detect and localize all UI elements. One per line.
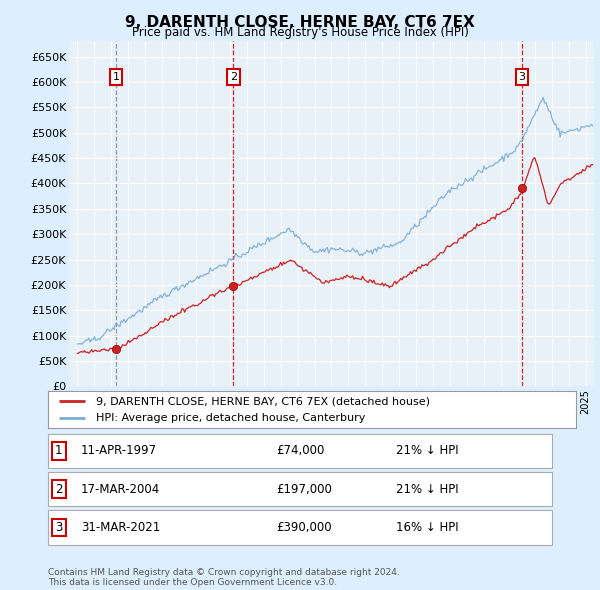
Text: 16% ↓ HPI: 16% ↓ HPI: [396, 521, 458, 534]
Text: £74,000: £74,000: [276, 444, 325, 457]
Text: 9, DARENTH CLOSE, HERNE BAY, CT6 7EX (detached house): 9, DARENTH CLOSE, HERNE BAY, CT6 7EX (de…: [95, 396, 430, 406]
Text: 31-MAR-2021: 31-MAR-2021: [81, 521, 160, 534]
Text: 1: 1: [55, 444, 62, 457]
Text: 1: 1: [112, 72, 119, 82]
Text: 11-APR-1997: 11-APR-1997: [81, 444, 157, 457]
Text: 17-MAR-2004: 17-MAR-2004: [81, 483, 160, 496]
Text: Contains HM Land Registry data © Crown copyright and database right 2024.
This d: Contains HM Land Registry data © Crown c…: [48, 568, 400, 587]
Text: £390,000: £390,000: [276, 521, 332, 534]
Text: 2: 2: [230, 72, 237, 82]
Text: 21% ↓ HPI: 21% ↓ HPI: [396, 483, 458, 496]
Text: 9, DARENTH CLOSE, HERNE BAY, CT6 7EX: 9, DARENTH CLOSE, HERNE BAY, CT6 7EX: [125, 15, 475, 30]
Text: HPI: Average price, detached house, Canterbury: HPI: Average price, detached house, Cant…: [95, 413, 365, 423]
Text: Price paid vs. HM Land Registry's House Price Index (HPI): Price paid vs. HM Land Registry's House …: [131, 26, 469, 39]
Text: 21% ↓ HPI: 21% ↓ HPI: [396, 444, 458, 457]
Text: 3: 3: [55, 521, 62, 534]
Text: 2: 2: [55, 483, 62, 496]
Text: £197,000: £197,000: [276, 483, 332, 496]
Text: 3: 3: [518, 72, 526, 82]
